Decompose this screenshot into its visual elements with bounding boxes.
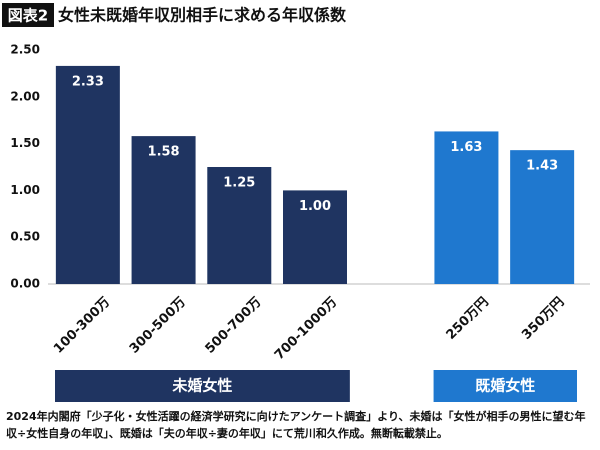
group-banner — [433, 370, 577, 402]
x-tick-label: 700-1000万 — [272, 295, 340, 363]
bar — [55, 65, 120, 284]
value-label: 1.58 — [148, 145, 180, 160]
y-tick-label: 2.50 — [10, 43, 40, 57]
y-tick-label: 2.00 — [10, 89, 40, 103]
group-banner — [55, 370, 350, 402]
footnote: 2024年内閣府「少子化・女性活躍の経済学研究に向けたアンケート調査」より、未婚… — [6, 410, 586, 440]
value-label: 1.00 — [299, 199, 331, 214]
x-tick-label: 350万円 — [519, 295, 567, 343]
group-label: 未婚女性 — [171, 377, 232, 395]
x-tick-label: 500-700万 — [203, 295, 265, 357]
badge-bg — [2, 3, 54, 27]
group-label: 既婚女性 — [475, 377, 535, 395]
x-tick-label: 100-300万 — [51, 295, 113, 357]
chart: 図表2 女性未既婚年収別相手に求める年収係数 0.00 0.50 1.00 1.50 2… — [2, 3, 590, 402]
value-label: 1.63 — [450, 140, 482, 155]
y-tick-label: 1.50 — [10, 136, 40, 150]
value-label: 1.25 — [223, 176, 255, 191]
y-tick-label: 0.00 — [10, 277, 40, 291]
bar — [283, 190, 347, 284]
y-tick-label: 0.50 — [10, 230, 40, 244]
chart-title: 女性未既婚年収別相手に求める年収係数 — [58, 6, 347, 25]
bar — [510, 150, 575, 284]
value-label: 2.33 — [72, 74, 104, 89]
x-tick-label: 300-500万 — [127, 295, 189, 357]
value-label: 1.43 — [526, 159, 558, 174]
x-tick-label: 250万円 — [444, 295, 492, 343]
y-tick-label: 1.00 — [10, 183, 40, 197]
badge: 図表2 — [8, 7, 48, 25]
bar — [131, 136, 196, 284]
bar — [434, 131, 499, 284]
bar — [207, 167, 272, 284]
